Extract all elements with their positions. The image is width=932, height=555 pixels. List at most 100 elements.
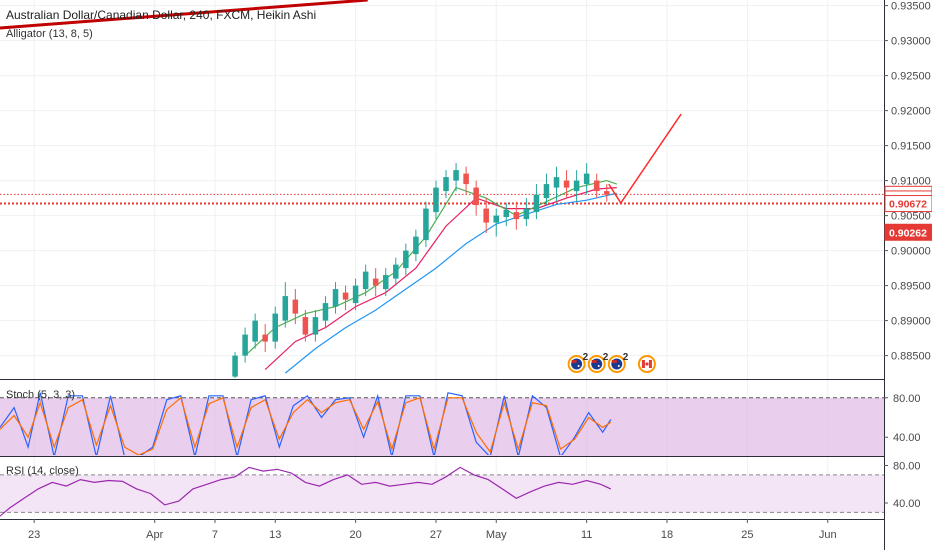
alligator-line-jaw — [284, 192, 617, 374]
indicator-axis-label: 40.00 — [893, 432, 921, 444]
australia-flag-icon[interactable]: 2 — [607, 352, 629, 373]
time-axis-label: 11 — [581, 529, 592, 541]
price-axis-label: 0.88500 — [891, 351, 931, 363]
candle-body[interactable] — [573, 180, 580, 192]
southern-cross-star — [617, 365, 620, 367]
price-axis-label: 0.90500 — [891, 211, 931, 223]
time-axis-label: 27 — [430, 529, 442, 541]
candle-body[interactable] — [393, 264, 399, 279]
union-jack-canton — [611, 360, 617, 363]
alligator-line-teeth — [264, 187, 617, 371]
symbol-title[interactable]: Australian Dollar/Canadian Dollar, 240, … — [6, 8, 316, 22]
candle-body[interactable] — [523, 208, 530, 220]
flag-band-right — [648, 360, 652, 368]
projection-drawing[interactable] — [608, 113, 682, 205]
stochastic-panel[interactable] — [0, 392, 884, 457]
canada-flag-icon[interactable] — [637, 355, 656, 373]
indicator-legend-rsi[interactable]: RSI (14, close) — [6, 465, 79, 477]
time-axis-label: Jun — [819, 529, 837, 541]
candle-body[interactable] — [262, 334, 268, 342]
rsi-line — [0, 466, 612, 517]
candle-body[interactable] — [272, 313, 279, 342]
time-axis-label: 7 — [212, 529, 218, 541]
candle-body[interactable] — [423, 208, 429, 241]
candle-body[interactable] — [473, 187, 479, 206]
candle-body[interactable] — [362, 271, 369, 290]
australia-flag-icon[interactable]: 2 — [567, 352, 589, 373]
time-axis-label: 25 — [741, 529, 753, 541]
stoch-line-d — [0, 396, 612, 455]
candle-body[interactable] — [533, 194, 540, 213]
price-label-box — [884, 223, 932, 241]
stoch-band — [0, 397, 884, 457]
candle-body[interactable] — [252, 320, 258, 342]
trendline-drawing[interactable] — [0, 0, 368, 30]
candle-body[interactable] — [433, 187, 439, 213]
price-axis-label: 0.89000 — [891, 316, 931, 328]
rsi-panel[interactable] — [0, 466, 884, 517]
time-axis-label: 18 — [661, 529, 673, 541]
event-count: 2 — [603, 352, 609, 363]
candle-body[interactable] — [382, 275, 389, 290]
price-axis-label: 0.90000 — [891, 246, 931, 258]
candle-body[interactable] — [403, 250, 409, 269]
candle-body[interactable] — [302, 317, 309, 335]
candle-body[interactable] — [332, 289, 339, 307]
candle-body[interactable] — [352, 285, 359, 304]
time-axis-label: May — [486, 529, 507, 541]
candle-body[interactable] — [322, 303, 329, 321]
event-count: 2 — [623, 352, 629, 363]
candle-body[interactable] — [503, 210, 510, 217]
candle-body[interactable] — [553, 177, 560, 188]
candle-body[interactable] — [603, 191, 610, 195]
price-axis-label: 0.91500 — [891, 141, 931, 153]
candle-body[interactable] — [583, 173, 590, 185]
indicator-axis-label: 80.00 — [893, 393, 921, 405]
candle-body[interactable] — [232, 355, 238, 377]
alligator-line-lips — [244, 179, 617, 357]
candle-body[interactable] — [282, 296, 289, 321]
candle-body[interactable] — [543, 184, 550, 199]
price-axis-label: 0.92500 — [891, 71, 931, 83]
indicator-legend-alligator[interactable]: Alligator (13, 8, 5) — [6, 28, 93, 40]
candle-body[interactable] — [372, 278, 379, 286]
australia-flag-icon[interactable]: 2 — [587, 352, 609, 373]
candle-body[interactable] — [242, 334, 248, 356]
event-count: 2 — [583, 352, 589, 363]
price-axis-label: 0.93500 — [891, 1, 931, 13]
economic-events: 2 2 2 — [567, 352, 656, 373]
candle-body[interactable] — [483, 208, 489, 223]
price-label-box — [884, 195, 932, 213]
candle-body[interactable] — [493, 215, 500, 223]
time-axis-label: Apr — [146, 529, 163, 541]
candle-body[interactable] — [342, 292, 349, 300]
union-jack-canton — [571, 360, 577, 363]
candle-body[interactable] — [292, 299, 299, 314]
price-label-text: 0.90262 — [889, 227, 927, 239]
flag-band-left — [641, 360, 645, 368]
indicator-axis-label: 40.00 — [893, 498, 921, 510]
grid-layer — [0, 0, 884, 519]
candle-body[interactable] — [513, 212, 520, 220]
time-axis[interactable]: 23 Apr 7 13 20 27 May 11 18 25 Jun — [28, 519, 837, 541]
price-axis[interactable]: 0.93500 0.93000 0.92500 0.92000 0.91500 0.910… — [884, 1, 932, 510]
time-axis-label: 13 — [269, 529, 281, 541]
price-panel[interactable] — [0, 0, 884, 380]
price-axis-label: 0.92000 — [891, 106, 931, 118]
candle-body[interactable] — [593, 180, 600, 192]
time-axis-label: 20 — [349, 529, 361, 541]
rsi-band — [0, 474, 884, 513]
indicator-legend-stoch[interactable]: Stoch (5, 3, 3) — [6, 389, 75, 401]
candle-body[interactable] — [312, 317, 319, 335]
candle-body[interactable] — [563, 180, 570, 188]
price-axis-label: 0.91000 — [891, 176, 931, 188]
candle-body[interactable] — [453, 170, 459, 181]
southern-cross-star — [597, 365, 600, 367]
price-axis-label: 0.93000 — [891, 36, 931, 48]
union-jack-canton — [591, 360, 597, 363]
candle-body[interactable] — [443, 177, 449, 192]
candle-body[interactable] — [413, 236, 419, 255]
candle-body[interactable] — [463, 173, 469, 185]
